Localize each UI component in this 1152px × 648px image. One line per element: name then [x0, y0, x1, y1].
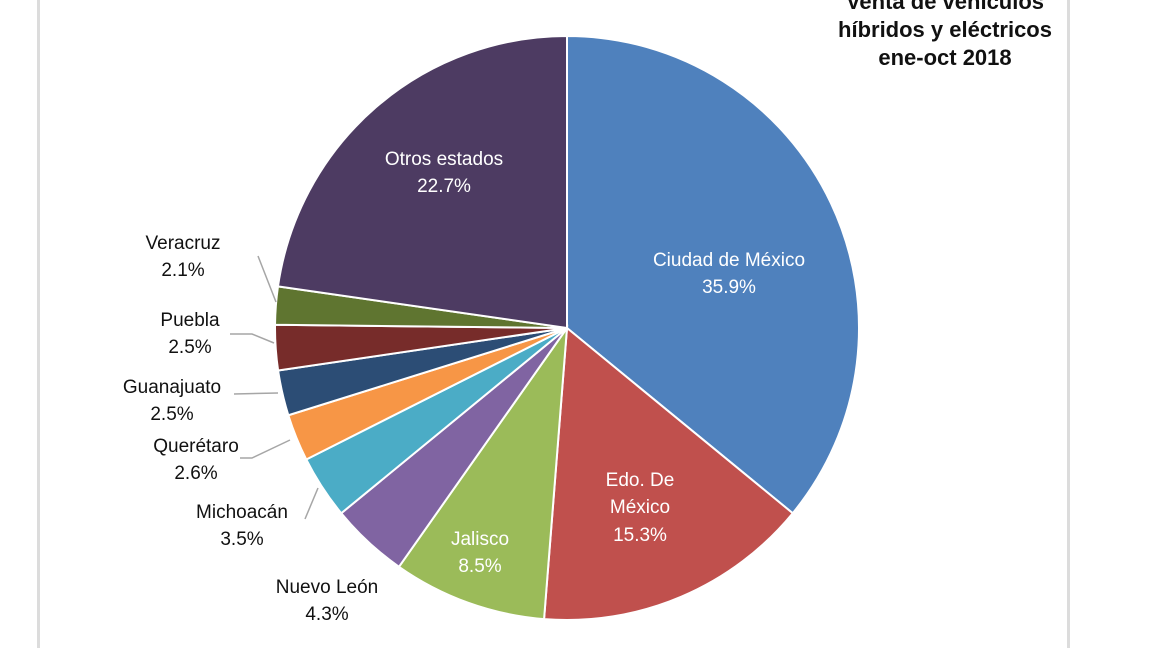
page-border-left	[37, 0, 40, 648]
leader-line-7	[230, 333, 275, 344]
chart-title: Venta de vehículos híbridos y eléctricos…	[800, 0, 1090, 72]
page-border-right	[1067, 0, 1070, 648]
slice-label-8: Veracruz	[146, 233, 221, 254]
slice-label-5: Querétaro	[153, 436, 239, 457]
pie-slice-9	[276, 34, 568, 330]
pie-slice-2	[397, 324, 569, 621]
leader-line-4	[304, 487, 319, 520]
slice-value-4: 3.5%	[220, 529, 263, 550]
leader-line-8	[257, 255, 277, 303]
slice-label-6: Guanajuato	[123, 377, 221, 398]
slice-label-7: Puebla	[160, 310, 220, 331]
leader-line-6	[233, 392, 279, 395]
slice-value-7: 2.5%	[168, 337, 211, 358]
slice-value-8: 2.1%	[161, 260, 204, 281]
pie-slice-1	[542, 326, 795, 621]
slice-value-9: 22.7%	[417, 176, 471, 197]
title-line-3: ene-oct 2018	[878, 45, 1012, 70]
slice-value-1: 15.3%	[613, 525, 667, 546]
slice-label-1: Edo. De México	[605, 470, 675, 518]
slice-label-9: Otros estados	[385, 149, 503, 170]
slice-label-0: Ciudad de México	[653, 250, 805, 271]
slice-value-0: 35.9%	[702, 277, 756, 298]
leader-line-5	[240, 439, 291, 459]
slice-label-4: Michoacán	[196, 502, 288, 523]
title-line-2: híbridos y eléctricos	[838, 17, 1052, 42]
slice-value-3: 4.3%	[305, 604, 348, 625]
slice-label-3: Nuevo León	[276, 577, 378, 598]
slice-value-2: 8.5%	[458, 556, 501, 577]
slice-value-6: 2.5%	[150, 404, 193, 425]
pie-slice-0	[566, 34, 860, 515]
slice-value-5: 2.6%	[174, 463, 217, 484]
title-line-1: Venta de vehículos	[845, 0, 1045, 14]
slice-label-2: Jalisco	[451, 529, 509, 550]
